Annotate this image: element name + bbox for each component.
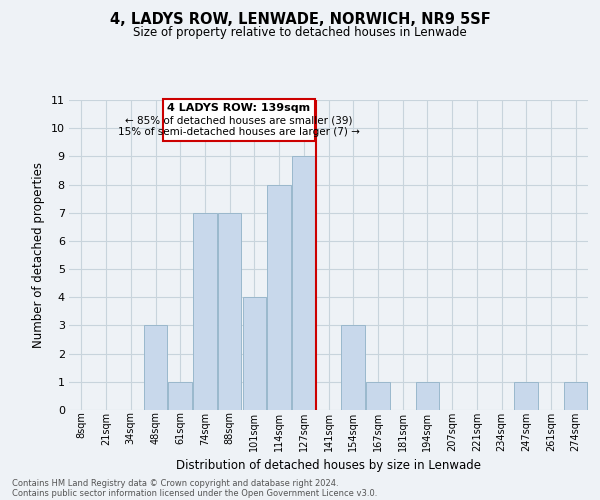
Text: 15% of semi-detached houses are larger (7) →: 15% of semi-detached houses are larger (… [118, 127, 360, 137]
Bar [341, 326, 365, 410]
Y-axis label: Number of detached properties: Number of detached properties [32, 162, 45, 348]
Bar [292, 156, 316, 410]
Text: 4, LADYS ROW, LENWADE, NORWICH, NR9 5SF: 4, LADYS ROW, LENWADE, NORWICH, NR9 5SF [110, 12, 490, 28]
Bar [218, 212, 241, 410]
Text: Contains HM Land Registry data © Crown copyright and database right 2024.: Contains HM Land Registry data © Crown c… [12, 478, 338, 488]
Bar [366, 382, 389, 410]
Bar [416, 382, 439, 410]
Text: 4 LADYS ROW: 139sqm: 4 LADYS ROW: 139sqm [167, 104, 310, 114]
Bar [169, 382, 192, 410]
Text: Size of property relative to detached houses in Lenwade: Size of property relative to detached ho… [133, 26, 467, 39]
Bar [242, 298, 266, 410]
Text: ← 85% of detached houses are smaller (39): ← 85% of detached houses are smaller (39… [125, 116, 353, 126]
X-axis label: Distribution of detached houses by size in Lenwade: Distribution of detached houses by size … [176, 459, 481, 472]
Bar [564, 382, 587, 410]
Bar [193, 212, 217, 410]
Text: Contains public sector information licensed under the Open Government Licence v3: Contains public sector information licen… [12, 488, 377, 498]
Bar [144, 326, 167, 410]
Bar [268, 184, 291, 410]
Bar [514, 382, 538, 410]
